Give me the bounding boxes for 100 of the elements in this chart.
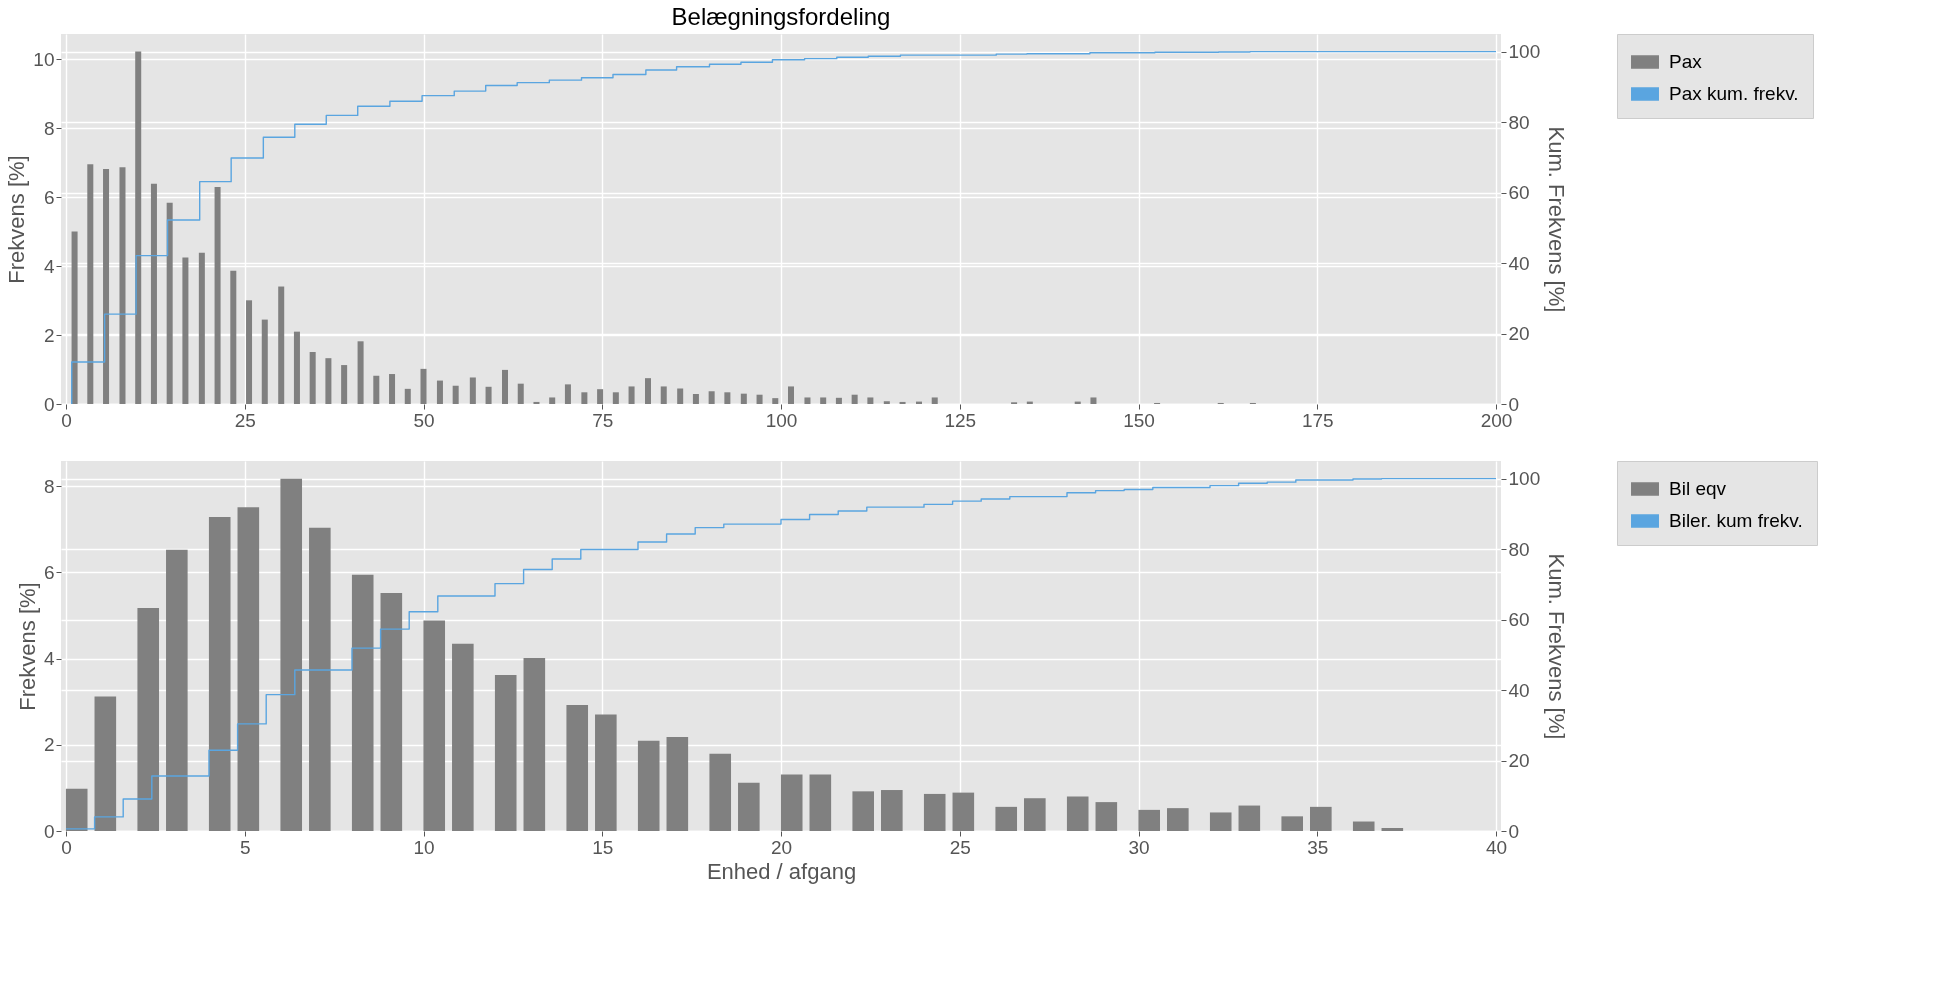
- legend-label: Bil eqv: [1669, 478, 1727, 499]
- y2-tick-label: 40: [1508, 679, 1530, 701]
- bar: [820, 397, 827, 404]
- bar: [452, 385, 459, 404]
- legend-label: Pax kum. frekv.: [1669, 83, 1799, 104]
- x-tick-label: 75: [592, 409, 614, 431]
- bar: [852, 791, 875, 831]
- x-tick-label: 30: [1128, 836, 1150, 858]
- bar: [389, 374, 396, 404]
- bar: [549, 397, 556, 404]
- bar: [502, 369, 509, 404]
- bar: [612, 392, 619, 404]
- bar: [261, 319, 268, 404]
- bar: [182, 257, 189, 404]
- bar: [637, 740, 660, 831]
- x-tick-label: 125: [944, 409, 977, 431]
- bar: [293, 331, 300, 404]
- y-tick-label: 8: [43, 117, 55, 139]
- bar: [1352, 821, 1375, 831]
- y-axis-title: Frekvens [%]: [14, 582, 40, 711]
- bar: [708, 391, 715, 404]
- bar: [738, 782, 760, 831]
- bar: [380, 592, 403, 831]
- y2-tick-label: 20: [1508, 323, 1530, 345]
- bar: [566, 705, 589, 831]
- bar: [517, 383, 524, 404]
- bar: [452, 643, 474, 831]
- y2-tick-label: 80: [1508, 538, 1530, 560]
- x-tick-label: 20: [770, 836, 793, 858]
- y2-tick-label: 40: [1508, 252, 1530, 274]
- bar: [135, 51, 142, 404]
- bar: [523, 658, 546, 831]
- bar: [995, 806, 1018, 831]
- bar: [851, 394, 858, 404]
- bar: [645, 378, 652, 404]
- bar: [119, 167, 126, 404]
- y2-tick-label: 80: [1508, 111, 1530, 133]
- bar: [494, 674, 517, 831]
- bar: [1281, 816, 1304, 831]
- bar: [246, 300, 253, 404]
- x-tick-label: 25: [949, 836, 971, 858]
- x-tick-label: 15: [592, 836, 614, 858]
- bar: [724, 392, 731, 404]
- bar: [87, 164, 94, 404]
- bar: [325, 358, 332, 404]
- chart-title: Belægningsfordeling: [671, 2, 891, 30]
- bar: [899, 401, 906, 404]
- bar: [1381, 827, 1404, 831]
- bar: [436, 380, 443, 404]
- y2-tick-label: 100: [1508, 468, 1541, 490]
- bar: [564, 384, 571, 404]
- bar: [1024, 798, 1046, 831]
- y-tick-label: 2: [43, 734, 55, 756]
- y2-tick-label: 20: [1508, 750, 1530, 772]
- bar: [94, 696, 117, 831]
- y-tick-label: 0: [43, 820, 55, 842]
- bar: [423, 620, 446, 831]
- bar: [581, 392, 588, 404]
- bar: [278, 286, 285, 404]
- bar: [357, 341, 364, 404]
- bar: [867, 397, 874, 404]
- bar: [485, 386, 492, 404]
- bar: [660, 386, 667, 404]
- bar: [208, 517, 231, 831]
- bar: [835, 397, 842, 404]
- bar: [137, 608, 160, 831]
- y2-tick-label: 60: [1508, 609, 1530, 631]
- bar: [1066, 796, 1089, 831]
- legend-label: Pax: [1669, 51, 1703, 72]
- bar: [420, 368, 427, 404]
- x-tick-label: 150: [1123, 409, 1155, 431]
- y-axis-title: Frekvens [%]: [4, 155, 30, 284]
- bar: [198, 252, 205, 404]
- bar: [237, 507, 260, 831]
- bar: [1209, 812, 1232, 831]
- bar: [881, 790, 903, 831]
- bar: [804, 397, 811, 404]
- x-tick-label: 175: [1301, 409, 1334, 431]
- bar: [677, 388, 684, 404]
- bar: [692, 394, 699, 404]
- bar: [1095, 802, 1118, 831]
- y-tick-label: 6: [43, 561, 55, 583]
- bar: [772, 398, 779, 404]
- y-tick-label: 8: [43, 475, 55, 497]
- x-axis-title: Enhed / afgang: [706, 858, 857, 884]
- bar: [71, 231, 78, 404]
- x-tick-label: 25: [234, 409, 256, 431]
- bar: [923, 793, 946, 831]
- y-tick-label: 6: [43, 186, 55, 208]
- x-tick-label: 0: [61, 836, 72, 858]
- x-tick-label: 35: [1307, 836, 1329, 858]
- x-tick-label: 40: [1485, 836, 1508, 858]
- bar: [166, 202, 173, 404]
- bar: [469, 377, 476, 404]
- bar: [780, 774, 803, 831]
- bar: [1090, 397, 1097, 404]
- bar: [103, 169, 110, 404]
- bar: [280, 478, 303, 831]
- y2-axis-title: Kum. Frekvens [%]: [1544, 126, 1570, 313]
- bar: [214, 186, 221, 404]
